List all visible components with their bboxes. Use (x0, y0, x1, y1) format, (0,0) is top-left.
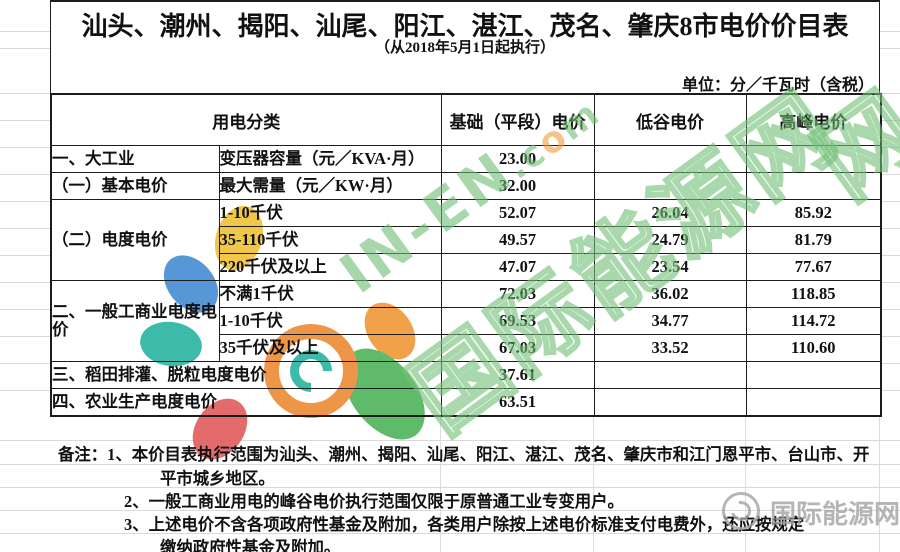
corner-watermark-text: 国际能源网 (770, 500, 900, 530)
cell-peak: 77.67 (745, 253, 882, 281)
cell-category: 三、稻田排灌、脱粒电度电价 (50, 361, 442, 389)
cell-base: 67.03 (440, 334, 595, 362)
cell-valley (593, 361, 747, 389)
cell-subcategory: 最大需量（元／KW·月） (218, 172, 442, 200)
table-row: （一）基本电价 最大需量（元／KW·月） 32.00 (50, 172, 882, 200)
cell-peak: 110.60 (745, 334, 882, 362)
cell-category: 一、大工业 (50, 145, 220, 173)
table-row: 三、稻田排灌、脱粒电度电价 37.61 (50, 361, 882, 389)
cell-peak (745, 361, 882, 389)
cell-subcategory: 变压器容量（元／KVA·月） (218, 145, 442, 173)
note-line-3: 2、一般工商业用电的峰谷电价执行范围仅限于原普通工业专变用户。 (124, 492, 624, 511)
grid-line (440, 415, 441, 552)
header-category: 用电分类 (50, 93, 442, 146)
table-row: （二）电度电价 1-10千伏 52.07 26.04 85.92 (50, 199, 882, 281)
cell-valley (593, 388, 747, 417)
grid-line (593, 415, 594, 552)
grid-line (879, 415, 880, 552)
cell-peak: 118.85 (745, 280, 882, 308)
cell-peak (745, 172, 882, 200)
cell-peak (745, 388, 882, 417)
note-line-4: 3、上述电价不含各项政府性基金及附加，各类用户除按上述电价标准支付电费外，还应按… (124, 515, 805, 534)
cell-subcategory: 1-10千伏 (218, 307, 442, 335)
cell-category: （二）电度电价 (50, 199, 220, 281)
cell-category: （一）基本电价 (50, 172, 220, 200)
table-header-row: 用电分类 基础（平段）电价 低谷电价 高峰电价 (50, 93, 882, 146)
cell-peak: 81.79 (745, 226, 882, 254)
cell-peak (745, 145, 882, 173)
header-valley-price: 低谷电价 (593, 93, 747, 146)
unit-label: 单位：分／千瓦时（含税） (681, 77, 874, 94)
note-line-1: 备注：1、本价目表执行范围为汕头、潮州、揭阳、汕尾、阳江、湛江、茂名、肇庆市和江… (58, 445, 870, 464)
page-subtitle: （从2018年5月1日起执行） (374, 40, 555, 56)
cell-subcategory-highlighted: 不满1千伏 (218, 280, 442, 308)
table-row: 1-10千伏 69.53 34.77 114.72 (51, 307, 882, 335)
table-row: 35千伏及以上 67.03 33.52 110.60 (51, 334, 882, 362)
table-row: 220千伏及以上 47.07 23.54 77.67 (51, 253, 882, 281)
grid-line (0, 487, 900, 488)
page-title: 汕头、潮州、揭阳、汕尾、阳江、湛江、茂名、肇庆8市电价价目表 (81, 12, 849, 41)
cell-peak: 85.92 (745, 199, 882, 227)
cell-category: 二、一般工商业电度电价 (50, 280, 220, 362)
note-line-5: 缴纳政府性基金及附加。 (160, 538, 341, 552)
note-line-2: 平市城乡地区。 (160, 469, 275, 488)
cell-valley (593, 145, 747, 173)
cell-base: 37.61 (440, 361, 595, 389)
grid-line (745, 415, 746, 552)
cell-base: 63.51 (440, 388, 595, 417)
cell-base: 52.07 (440, 199, 595, 227)
cell-base: 49.57 (440, 226, 595, 254)
title-block: 汕头、潮州、揭阳、汕尾、阳江、湛江、茂名、肇庆8市电价价目表 （从2018年5月… (50, 0, 880, 93)
price-table: 用电分类 基础（平段）电价 低谷电价 高峰电价 一、大工业 变压器容量（元／KV… (50, 93, 882, 417)
cell-base: 47.07 (440, 253, 595, 281)
table-row: 四、农业生产电度电价 63.51 (50, 388, 882, 417)
grid-line (0, 440, 900, 441)
grid-line (0, 464, 900, 465)
table-row: 35-110千伏 49.57 24.79 81.79 (51, 226, 882, 254)
cell-subcategory: 1-10千伏 (218, 199, 442, 227)
cell-category: 四、农业生产电度电价 (50, 388, 442, 417)
table-row: 一、大工业 变压器容量（元／KVA·月） 23.00 (50, 145, 882, 173)
cell-peak: 114.72 (745, 307, 882, 335)
cell-valley: 33.52 (593, 334, 747, 362)
grid-line (0, 510, 900, 511)
cell-valley: 26.04 (593, 199, 747, 227)
cell-base: 69.53 (440, 307, 595, 335)
table-row: 二、一般工商业电度电价 不满1千伏 72.03 36.02 118.85 (50, 280, 882, 362)
cell-subcategory: 35-110千伏 (218, 226, 442, 254)
header-base-price: 基础（平段）电价 (440, 93, 595, 146)
cell-base: 72.03 (440, 280, 595, 308)
corner-logo-icon (722, 492, 760, 530)
grid-line (0, 533, 900, 534)
